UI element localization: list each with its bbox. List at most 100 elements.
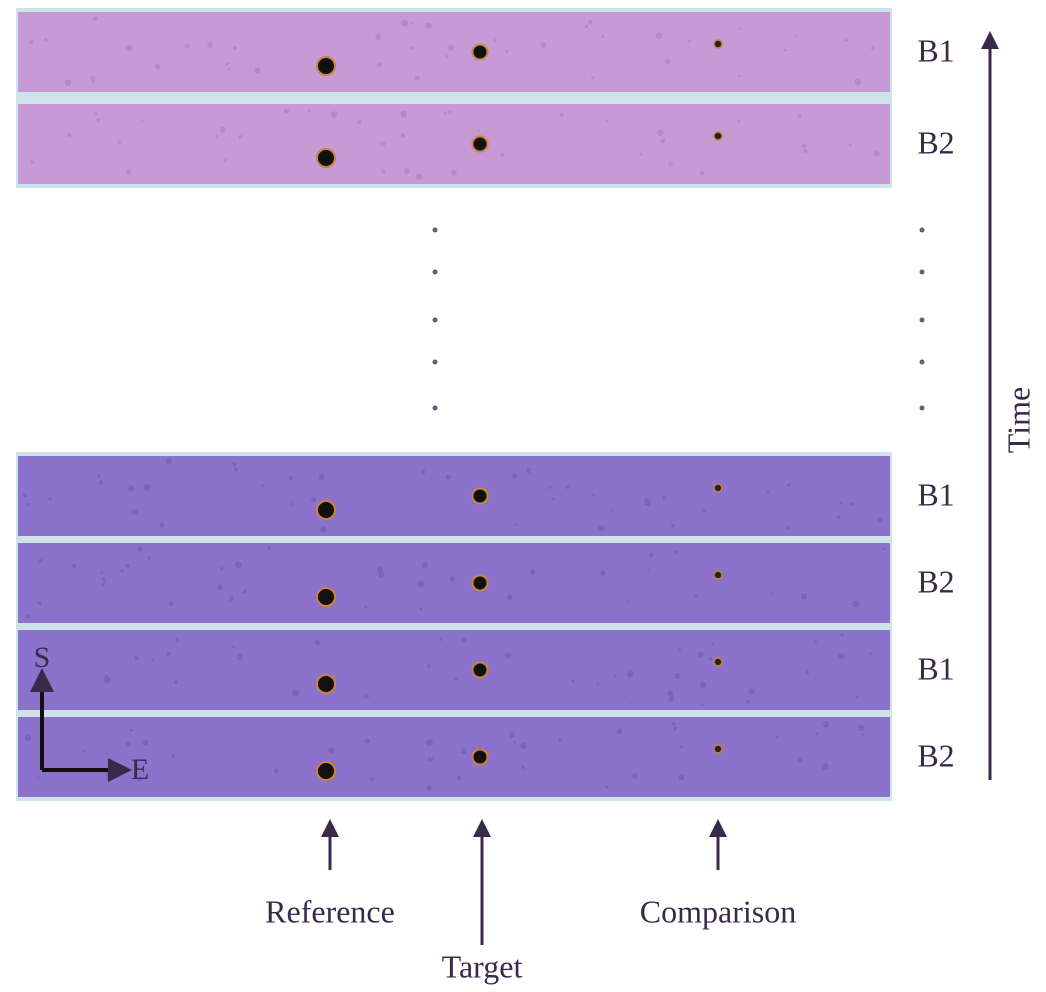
noise bbox=[375, 33, 382, 40]
noise bbox=[525, 467, 532, 474]
noise bbox=[738, 74, 741, 78]
target-star bbox=[471, 661, 489, 679]
noise bbox=[421, 562, 428, 569]
noise bbox=[813, 640, 817, 644]
noise bbox=[699, 170, 705, 176]
noise bbox=[737, 119, 741, 124]
noise bbox=[588, 20, 593, 25]
noise bbox=[219, 567, 224, 572]
noise bbox=[143, 484, 151, 491]
noise bbox=[101, 577, 106, 582]
noise bbox=[668, 161, 673, 167]
comparison-star bbox=[713, 744, 723, 754]
noise bbox=[674, 550, 679, 555]
noise bbox=[103, 676, 111, 684]
band-label: B2 bbox=[917, 124, 954, 160]
noise bbox=[660, 138, 666, 144]
noise bbox=[856, 695, 860, 700]
noise bbox=[125, 44, 133, 52]
noise bbox=[461, 637, 467, 643]
noise bbox=[677, 647, 681, 652]
noise bbox=[43, 37, 48, 42]
noise bbox=[159, 522, 165, 528]
noise bbox=[745, 699, 750, 704]
noise bbox=[242, 588, 247, 594]
noise bbox=[657, 129, 664, 136]
noise bbox=[376, 62, 383, 68]
noise bbox=[48, 496, 52, 501]
noise bbox=[378, 571, 385, 578]
noise bbox=[30, 159, 35, 165]
noise bbox=[308, 109, 311, 113]
noise bbox=[400, 110, 408, 118]
noise bbox=[416, 173, 423, 180]
noise bbox=[220, 126, 227, 133]
noise bbox=[513, 741, 517, 744]
noise bbox=[667, 690, 674, 697]
comparison-star bbox=[713, 483, 723, 493]
noise bbox=[672, 721, 676, 726]
image-strip bbox=[18, 456, 890, 536]
noise bbox=[861, 733, 865, 736]
noise bbox=[142, 740, 149, 746]
noise bbox=[82, 750, 86, 753]
noise bbox=[90, 76, 96, 81]
noise bbox=[655, 32, 663, 40]
noise bbox=[175, 638, 179, 642]
noise bbox=[171, 754, 176, 759]
reference-label: Reference bbox=[265, 893, 395, 929]
noise bbox=[738, 27, 741, 30]
noise bbox=[505, 49, 509, 53]
noise bbox=[37, 600, 42, 606]
noise bbox=[823, 721, 830, 728]
image-strip bbox=[18, 543, 890, 623]
noise bbox=[223, 159, 227, 163]
comparison-star bbox=[713, 39, 723, 49]
noise bbox=[647, 569, 650, 572]
noise bbox=[376, 566, 383, 573]
noise bbox=[38, 559, 43, 563]
noise bbox=[616, 728, 623, 735]
noise bbox=[849, 143, 852, 147]
noise bbox=[639, 152, 644, 156]
noise bbox=[101, 582, 105, 586]
noise bbox=[125, 169, 132, 175]
noise bbox=[665, 59, 671, 65]
noise bbox=[225, 62, 229, 66]
noise bbox=[548, 486, 551, 490]
noise bbox=[364, 738, 370, 744]
noise bbox=[417, 580, 424, 588]
noise bbox=[852, 600, 860, 608]
noise bbox=[445, 474, 451, 480]
noise bbox=[414, 75, 420, 81]
noise bbox=[131, 508, 138, 516]
noise bbox=[185, 43, 191, 49]
noise bbox=[232, 45, 238, 51]
band-label: B1 bbox=[917, 650, 954, 686]
noise bbox=[356, 119, 363, 125]
noise bbox=[871, 46, 875, 50]
noise bbox=[363, 693, 369, 700]
noise bbox=[605, 119, 609, 123]
noise bbox=[610, 509, 613, 512]
band-label: B1 bbox=[917, 476, 954, 512]
noise bbox=[805, 670, 810, 674]
noise bbox=[425, 22, 432, 29]
noise bbox=[771, 592, 774, 595]
noise bbox=[785, 525, 790, 530]
image-strip bbox=[18, 717, 890, 797]
noise bbox=[328, 747, 335, 753]
noise bbox=[425, 739, 433, 746]
noise bbox=[592, 494, 595, 497]
noise bbox=[552, 497, 555, 500]
noise bbox=[71, 563, 77, 569]
noise bbox=[129, 728, 133, 732]
noise bbox=[687, 39, 692, 44]
noise bbox=[28, 39, 34, 45]
reference-star bbox=[316, 587, 336, 607]
noise bbox=[404, 167, 410, 174]
reference-star bbox=[316, 500, 336, 520]
compass-s-label: S bbox=[34, 641, 51, 674]
noise bbox=[838, 653, 845, 660]
noise bbox=[93, 16, 98, 21]
